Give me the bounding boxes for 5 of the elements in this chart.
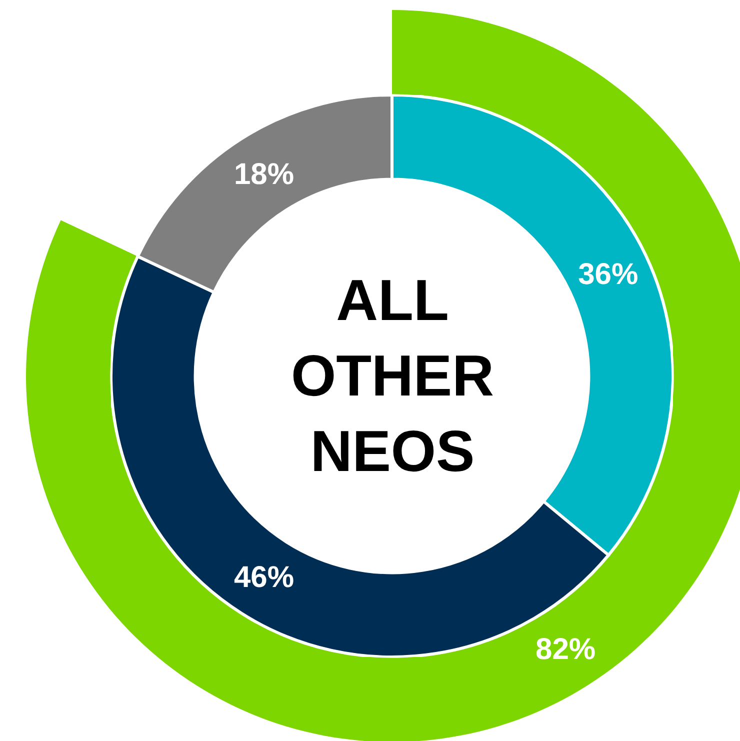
data-label: 36% — [578, 258, 638, 291]
text: ALL OTHER NEOS — [291, 268, 494, 484]
data-label: 46% — [234, 561, 294, 594]
data-label: 82% — [536, 632, 596, 666]
data-label: 18% — [234, 158, 294, 191]
